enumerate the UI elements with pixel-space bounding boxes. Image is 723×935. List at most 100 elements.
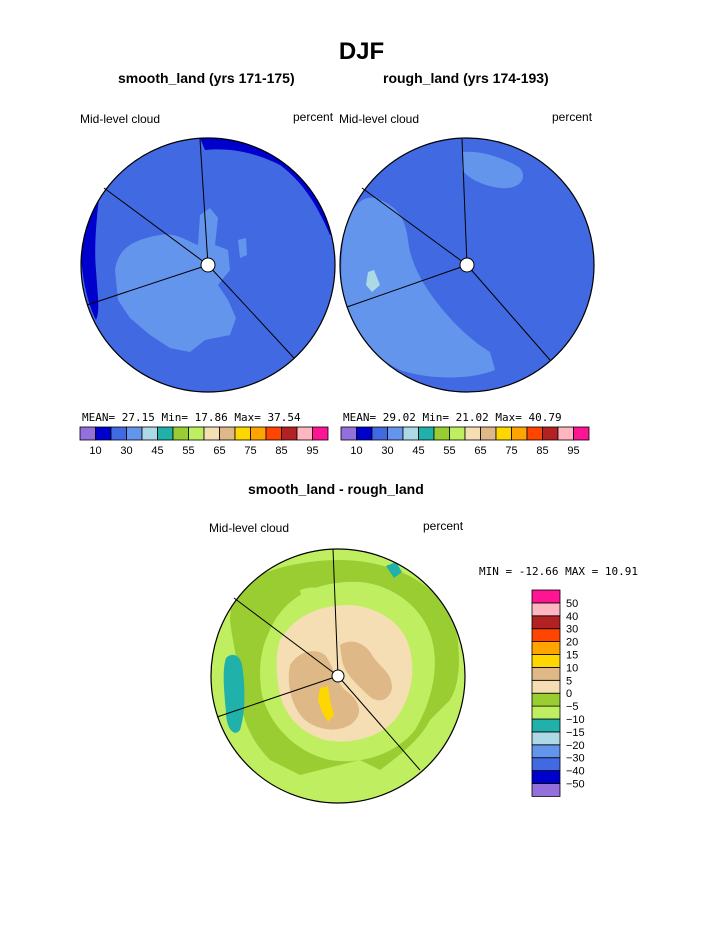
panel1-mean-label: MEAN= [82, 411, 116, 424]
panel3-colorbar-label: 15 [566, 650, 578, 662]
panel3-colorbar-cell [531, 589, 561, 604]
panel1-colorbar-cell [296, 426, 313, 441]
panel3-colorbar-label: 0 [566, 688, 572, 700]
panel3-colorbar-cell [531, 615, 561, 630]
panel1-meridian-1 [199, 138, 209, 266]
panel1-circle-outline [80, 137, 336, 393]
panel2-colorbar-cell [371, 426, 388, 441]
panel3-colorbar-cell [531, 718, 561, 733]
panel2-max: 40.79 [528, 411, 562, 424]
panel2-colorbar-cell [557, 426, 574, 441]
panel3-colorbar-cell [531, 731, 561, 746]
panel2-colorbar-cell [526, 426, 543, 441]
panel2-colorbar-label: 30 [381, 445, 393, 457]
panel2-mean: 29.02 [382, 411, 416, 424]
panel3-colorbar-cell [531, 667, 561, 681]
panel1-colorbar: 10 30 45 55 65 75 85 95 [79, 426, 329, 457]
panel1-colorbar-label: 10 [89, 445, 101, 457]
panel2-meridian-4 [466, 264, 551, 361]
panel2-meridian-3 [346, 264, 468, 308]
panel2-min-label: Min= [422, 411, 450, 424]
panel2-colorbar-label: 95 [567, 445, 579, 457]
panel3-colorbar-label: 40 [566, 611, 578, 623]
panel1-colorbar-cell [172, 426, 189, 441]
panel1-left-label: Mid-level cloud [80, 112, 161, 126]
panel2-colorbar-cell [573, 426, 590, 441]
panel3-colorbar-label: 10 [566, 662, 578, 674]
panel3-colorbar-label: 30 [566, 624, 578, 636]
panel1-meridian-4 [207, 264, 295, 359]
panel1-pole [200, 257, 216, 273]
panel2-colorbar-label: 75 [505, 445, 517, 457]
panel2-max-label: Max= [495, 411, 522, 424]
panel3-meridian-4 [337, 675, 421, 771]
panel2-colorbar: 10 30 45 55 65 75 85 95 [340, 426, 590, 457]
panel1-colorbar-label: 85 [275, 445, 287, 457]
panel1-colorbar-cell [281, 426, 298, 441]
panel2-light-region-west [341, 197, 495, 378]
panel3-max-label: MAX = [565, 565, 599, 578]
panel2-colorbar-cell [495, 426, 512, 441]
panel3-colorbar-cell [531, 744, 561, 759]
panel1-colorbar-label: 30 [120, 445, 132, 457]
panel3-colorbar-cell [531, 654, 561, 668]
panel2-colorbar-cell [387, 426, 404, 441]
panel3-title: smooth_land - rough_land [248, 481, 424, 497]
panel1-right-label: percent [293, 110, 334, 124]
panel3-colorbar-label: −15 [566, 727, 585, 739]
panel1-stats: MEAN= 27.15 Min= 17.86 Max= 37.54 [82, 411, 301, 424]
panel1-colorbar-cell [79, 426, 96, 441]
panel2-mean-label: MEAN= [343, 411, 377, 424]
panel1-colorbar-label: 65 [213, 445, 225, 457]
panel2-meridian-1 [461, 138, 468, 266]
panel1-meridian-3 [86, 264, 209, 306]
panel1-colorbar-cell [141, 426, 158, 441]
panel1-colorbar-cell [250, 426, 267, 441]
panel2-colorbar-cell [340, 426, 357, 441]
panel2-colorbar-cell [433, 426, 450, 441]
panel3-colorbar-label: −40 [566, 766, 585, 778]
panel2-colorbar-cell [418, 426, 435, 441]
panel2-min: 21.02 [455, 411, 489, 424]
panel1-light-region [115, 208, 236, 352]
panel1-mean: 27.15 [121, 411, 155, 424]
panel2-colorbar-label: 10 [350, 445, 362, 457]
panel3-colorbar-label: −10 [566, 714, 585, 726]
panel1-meridian-2 [103, 187, 209, 266]
panel1-title: smooth_land (yrs 171-175) [118, 70, 295, 86]
panel2-left-label: Mid-level cloud [339, 112, 420, 126]
panel1-max: 37.54 [267, 411, 301, 424]
panel2-right-label: percent [552, 110, 593, 124]
panel2-colorbar-label: 65 [474, 445, 486, 457]
panel3-colorbar-label: −20 [566, 740, 585, 752]
panel1-colorbar-label: 55 [182, 445, 194, 457]
panel3-colorbar-label: −5 [566, 701, 579, 713]
panel3-yellow-patch [318, 686, 334, 722]
panel1-colorbar-cell [265, 426, 282, 441]
panel3-colorbar-cell [531, 679, 561, 694]
panel1-min: 17.86 [194, 411, 228, 424]
panel3-min: -12.66 [518, 565, 559, 578]
panel3-meridian-2 [233, 597, 339, 677]
panel3-colorbar-cell [531, 783, 561, 797]
panel1-colorbar-cell [203, 426, 220, 441]
panel1-colorbar-cell [219, 426, 236, 441]
panel2-colorbar-cell [449, 426, 466, 441]
panel2-colorbar-cell [511, 426, 528, 441]
panel1-colorbar-cell [312, 426, 329, 441]
panel2-colorbar-cell [464, 426, 481, 441]
main-title: DJF [338, 38, 385, 65]
panel2-colorbar-cell [356, 426, 373, 441]
panel2-stats: MEAN= 29.02 Min= 21.02 Max= 40.79 [343, 411, 562, 424]
panel3-pole [331, 669, 345, 683]
panel1-colorbar-cell [188, 426, 205, 441]
panel1-colorbar-label: 75 [244, 445, 256, 457]
panel2-light-region-north [462, 151, 524, 189]
panel1-colorbar-cell [157, 426, 174, 441]
panel3-colorbar-cell [531, 628, 561, 643]
panel2-colorbar-cell [480, 426, 497, 441]
panel2-title: rough_land (yrs 174-193) [383, 70, 549, 86]
panel3-colorbar-cell [531, 757, 561, 771]
